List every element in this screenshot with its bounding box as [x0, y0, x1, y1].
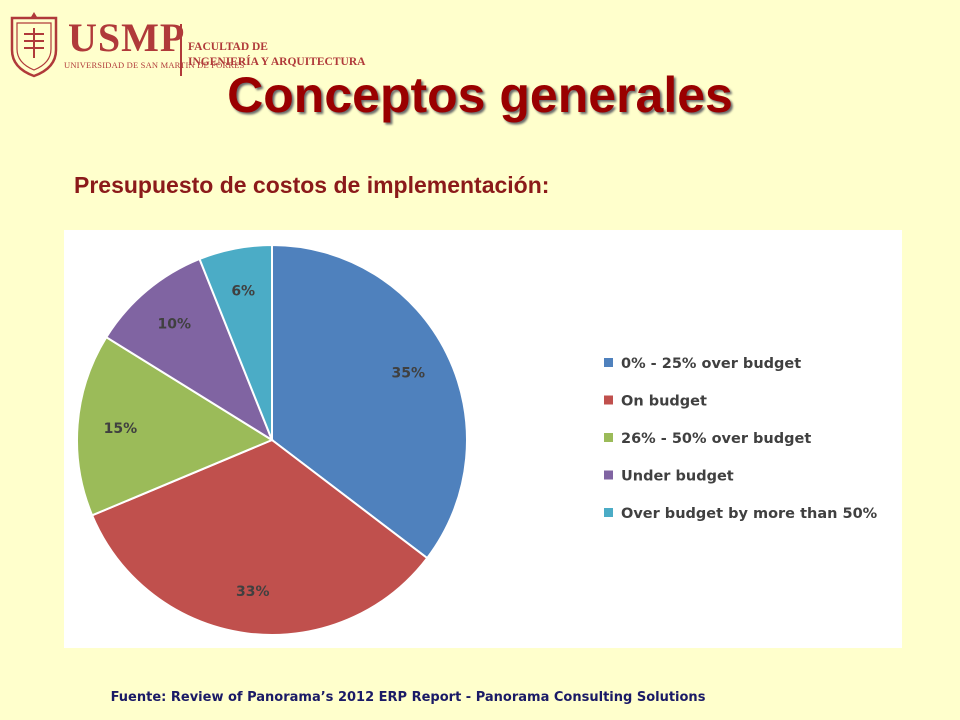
- slice-data-label: 33%: [236, 584, 270, 600]
- pie-slice: [198, 243, 273, 441]
- legend-label: On budget: [621, 394, 707, 410]
- legend-swatch: [604, 470, 613, 480]
- legend-swatch: [604, 508, 613, 517]
- pie-chart: 35% 33% 15% 10% 6% 0% - 25% over budget On bud…: [76, 243, 878, 636]
- legend-swatch: [604, 433, 613, 442]
- legend-swatch: [604, 395, 613, 405]
- faculty-line-1: FACULTAD DE: [188, 41, 268, 53]
- legend-label: Under budget: [621, 469, 734, 485]
- slice-data-label: 6%: [231, 284, 255, 300]
- source-note: Fuente: Review of Panorama’s 2012 ERP Re…: [110, 690, 706, 705]
- legend-label: 0% - 25% over budget: [621, 356, 801, 372]
- logo-divider: [180, 24, 182, 76]
- slide-subtitle: Presupuesto de costos de implementación:: [74, 172, 550, 198]
- pie-slice: [271, 243, 468, 560]
- pie-slice: [104, 257, 275, 443]
- slide-title: Conceptos generales: [227, 67, 733, 123]
- legend-swatch: [604, 358, 613, 367]
- legend-label: 26% - 50% over budget: [621, 431, 811, 447]
- usmp-logo: USMP UNIVERSIDAD DE SAN MARTIN DE PORRES…: [8, 10, 368, 80]
- slice-data-label: 35%: [392, 365, 426, 381]
- legend-label: Over budget by more than 50%: [621, 506, 878, 522]
- logo-subtext: UNIVERSIDAD DE SAN MARTIN DE PORRES: [64, 60, 245, 70]
- pie-slice: [90, 438, 429, 636]
- faculty-name: FACULTAD DE INGENIERÍA Y ARQUITECTURA: [188, 40, 365, 70]
- pie-chart-panel: 35% 33% 15% 10% 6% 0% - 25% over budget On bud…: [64, 230, 902, 648]
- pie-slice: [76, 335, 275, 517]
- faculty-line-2: INGENIERÍA Y ARQUITECTURA: [188, 56, 366, 68]
- slice-data-label: 10%: [157, 316, 191, 332]
- university-crest-icon: [10, 12, 58, 78]
- slice-data-label: 15%: [104, 421, 138, 437]
- logo-text: USMP: [68, 15, 186, 60]
